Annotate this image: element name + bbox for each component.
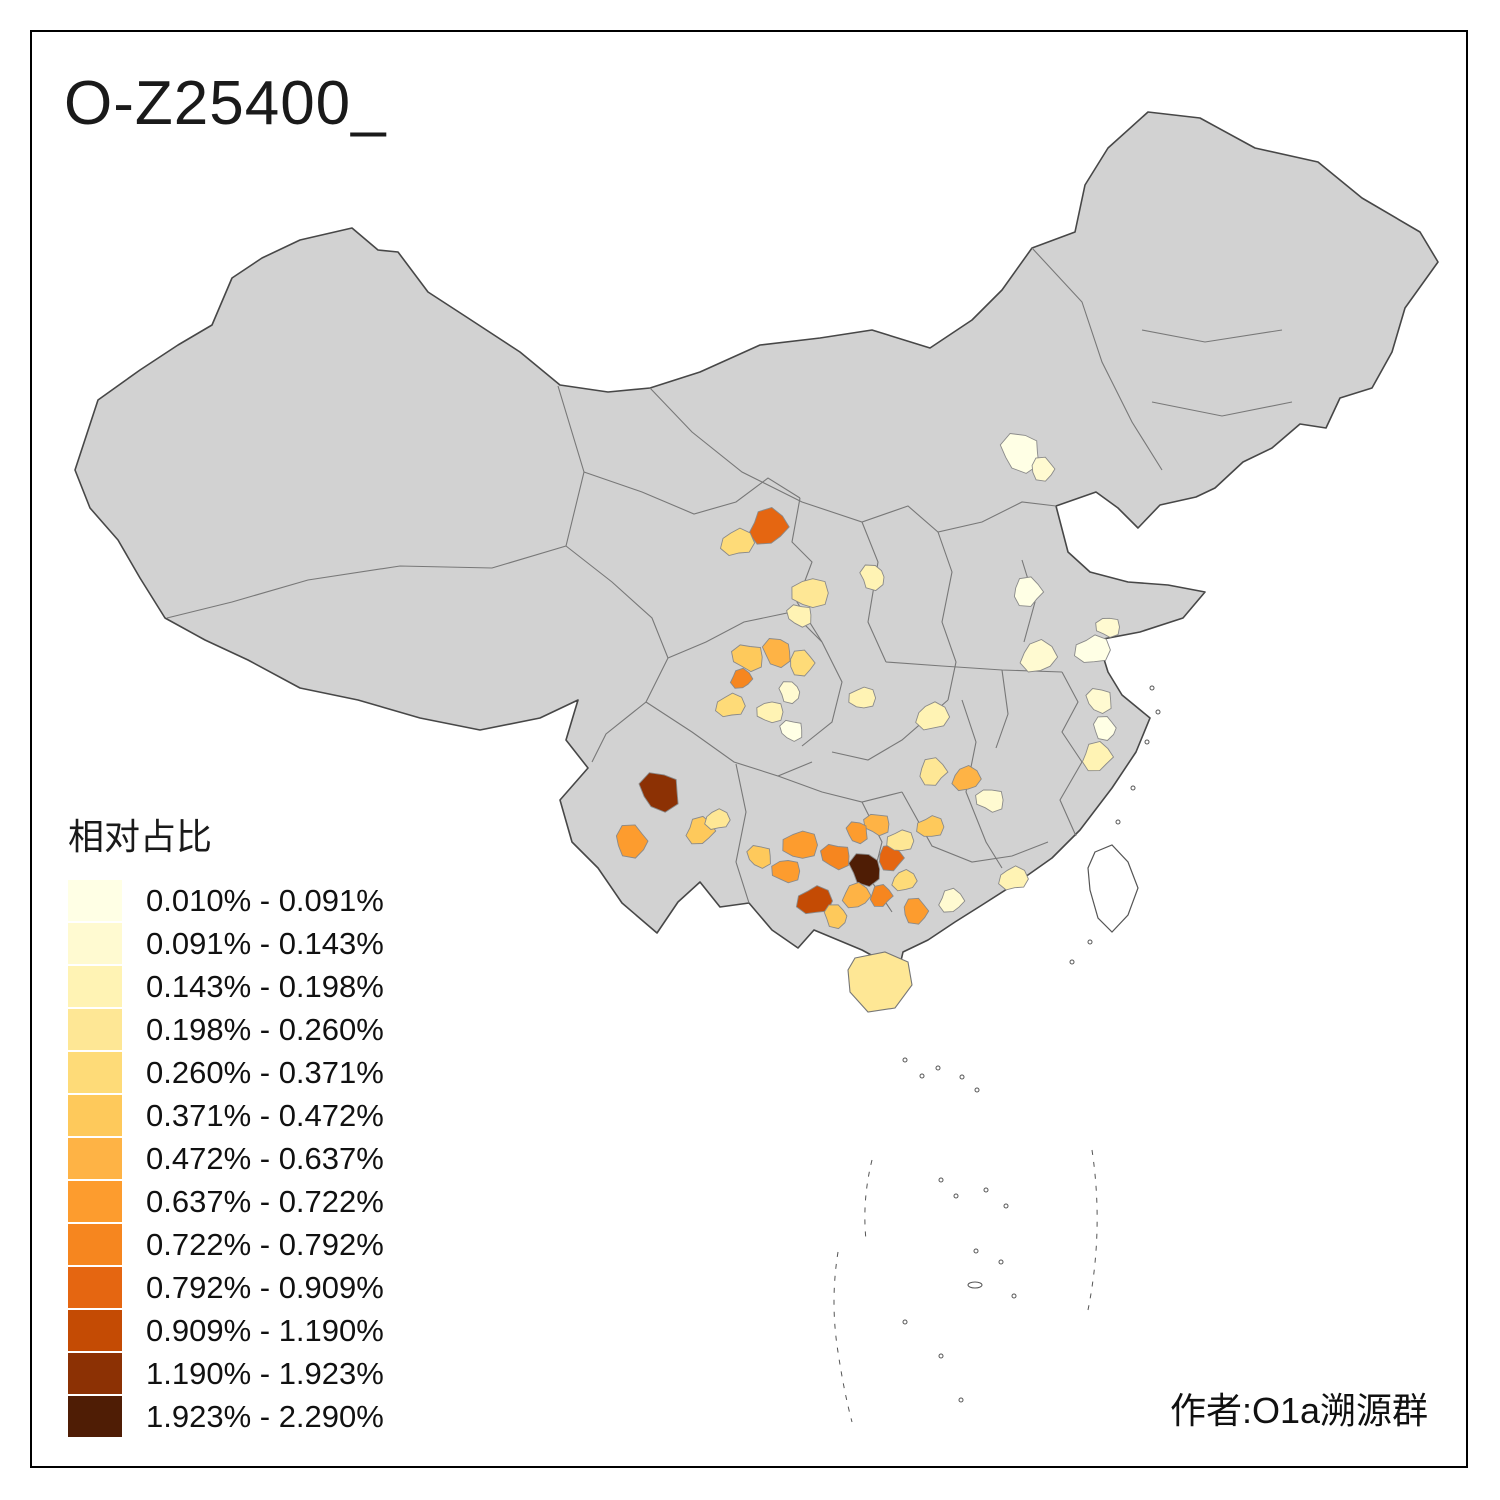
legend-item: 0.722% - 0.792% xyxy=(68,1224,384,1265)
map-region[interactable] xyxy=(729,667,754,689)
colored-regions xyxy=(615,433,1120,930)
legend-label: 0.909% - 1.190% xyxy=(146,1312,384,1348)
page-title: O-Z25400_ xyxy=(64,69,387,138)
legend: 相对占比 0.010% - 0.091% 0.091% - 0.143% 0.1… xyxy=(68,808,384,1439)
legend-label: 0.371% - 0.472% xyxy=(146,1097,384,1133)
map-region[interactable] xyxy=(704,808,731,830)
map-region[interactable] xyxy=(915,701,951,731)
map-region[interactable] xyxy=(771,860,801,884)
legend-item: 0.198% - 0.260% xyxy=(68,1009,384,1050)
map-region[interactable] xyxy=(1031,456,1056,482)
map-region[interactable] xyxy=(938,887,966,913)
map-region[interactable] xyxy=(819,843,850,871)
map-region[interactable] xyxy=(782,830,818,859)
map-region[interactable] xyxy=(786,604,812,628)
map-region[interactable] xyxy=(731,644,763,673)
legend-swatch xyxy=(68,1138,122,1179)
map-region[interactable] xyxy=(1085,688,1112,715)
map-region[interactable] xyxy=(903,897,930,925)
map-region[interactable] xyxy=(975,789,1004,813)
map-region[interactable] xyxy=(863,813,890,837)
map-region[interactable] xyxy=(823,904,848,930)
legend-swatch xyxy=(68,1009,122,1050)
legend-swatch xyxy=(68,1267,122,1308)
map-region[interactable] xyxy=(795,885,833,915)
legend-label: 0.198% - 0.260% xyxy=(146,1011,384,1047)
legend-label: 0.472% - 0.637% xyxy=(146,1140,384,1176)
legend-item: 0.371% - 0.472% xyxy=(68,1095,384,1136)
map-region[interactable] xyxy=(1093,716,1117,741)
map-region[interactable] xyxy=(761,638,791,669)
map-region[interactable] xyxy=(848,686,877,709)
legend-item: 0.091% - 0.143% xyxy=(68,923,384,964)
map-region[interactable] xyxy=(790,649,816,677)
legend-label: 0.637% - 0.722% xyxy=(146,1183,384,1219)
legend-label: 0.722% - 0.792% xyxy=(146,1226,384,1262)
map-region[interactable] xyxy=(779,719,803,742)
legend-swatch xyxy=(68,1310,122,1351)
hainan-island[interactable] xyxy=(847,951,913,1013)
legend-item: 1.190% - 1.923% xyxy=(68,1353,384,1394)
map-region[interactable] xyxy=(891,868,918,892)
legend-swatch xyxy=(68,966,122,1007)
legend-item: 0.143% - 0.198% xyxy=(68,966,384,1007)
map-region[interactable] xyxy=(848,853,881,887)
legend-item: 1.923% - 2.290% xyxy=(68,1396,384,1437)
map-region[interactable] xyxy=(1095,617,1120,638)
map-region[interactable] xyxy=(778,681,801,705)
legend-swatch xyxy=(68,1095,122,1136)
map-region[interactable] xyxy=(1081,741,1115,772)
map-region[interactable] xyxy=(998,865,1029,891)
map-region[interactable] xyxy=(951,764,982,792)
map-region[interactable] xyxy=(859,564,885,592)
legend-label: 1.923% - 2.290% xyxy=(146,1398,384,1434)
map-region[interactable] xyxy=(791,578,829,608)
legend-swatch xyxy=(68,1052,122,1093)
legend-label: 0.010% - 0.091% xyxy=(146,882,384,918)
legend-swatch xyxy=(68,1181,122,1222)
map-region[interactable] xyxy=(615,824,649,859)
map-region[interactable] xyxy=(756,701,784,724)
legend-label: 0.143% - 0.198% xyxy=(146,968,384,1004)
legend-item: 0.010% - 0.091% xyxy=(68,880,384,921)
legend-swatch xyxy=(68,880,122,921)
attribution: 作者:O1a溯源群 xyxy=(1169,1390,1428,1431)
legend-item: 0.792% - 0.909% xyxy=(68,1267,384,1308)
legend-item: 0.637% - 0.722% xyxy=(68,1181,384,1222)
legend-label: 1.190% - 1.923% xyxy=(146,1355,384,1391)
map-region[interactable] xyxy=(845,821,868,845)
map-region[interactable] xyxy=(886,829,915,852)
legend-label: 0.260% - 0.371% xyxy=(146,1054,384,1090)
legend-title: 相对占比 xyxy=(68,816,213,857)
map-region[interactable] xyxy=(714,692,746,718)
legend-swatch xyxy=(68,923,122,964)
map-region[interactable] xyxy=(1013,576,1045,607)
legend-label: 0.091% - 0.143% xyxy=(146,925,384,961)
legend-swatch xyxy=(68,1396,122,1437)
legend-label: 0.792% - 0.909% xyxy=(146,1269,384,1305)
south-china-sea-islands xyxy=(833,685,1161,1423)
map-region[interactable] xyxy=(1019,638,1059,673)
map-region[interactable] xyxy=(869,884,894,907)
map-region[interactable] xyxy=(638,772,679,813)
map-region[interactable] xyxy=(748,506,790,545)
legend-swatch xyxy=(68,1224,122,1265)
legend-swatch xyxy=(68,1353,122,1394)
map-region[interactable] xyxy=(919,757,949,786)
legend-item: 0.260% - 0.371% xyxy=(68,1052,384,1093)
map-region[interactable] xyxy=(841,881,872,909)
province-borders xyxy=(166,247,1293,913)
legend-item: 0.472% - 0.637% xyxy=(68,1138,384,1179)
map-region[interactable] xyxy=(746,845,771,869)
legend-item: 0.909% - 1.190% xyxy=(68,1310,384,1351)
map-region[interactable] xyxy=(1074,634,1111,663)
map-region[interactable] xyxy=(916,815,945,837)
taiwan-island xyxy=(1087,844,1139,933)
map-region[interactable] xyxy=(719,527,756,556)
